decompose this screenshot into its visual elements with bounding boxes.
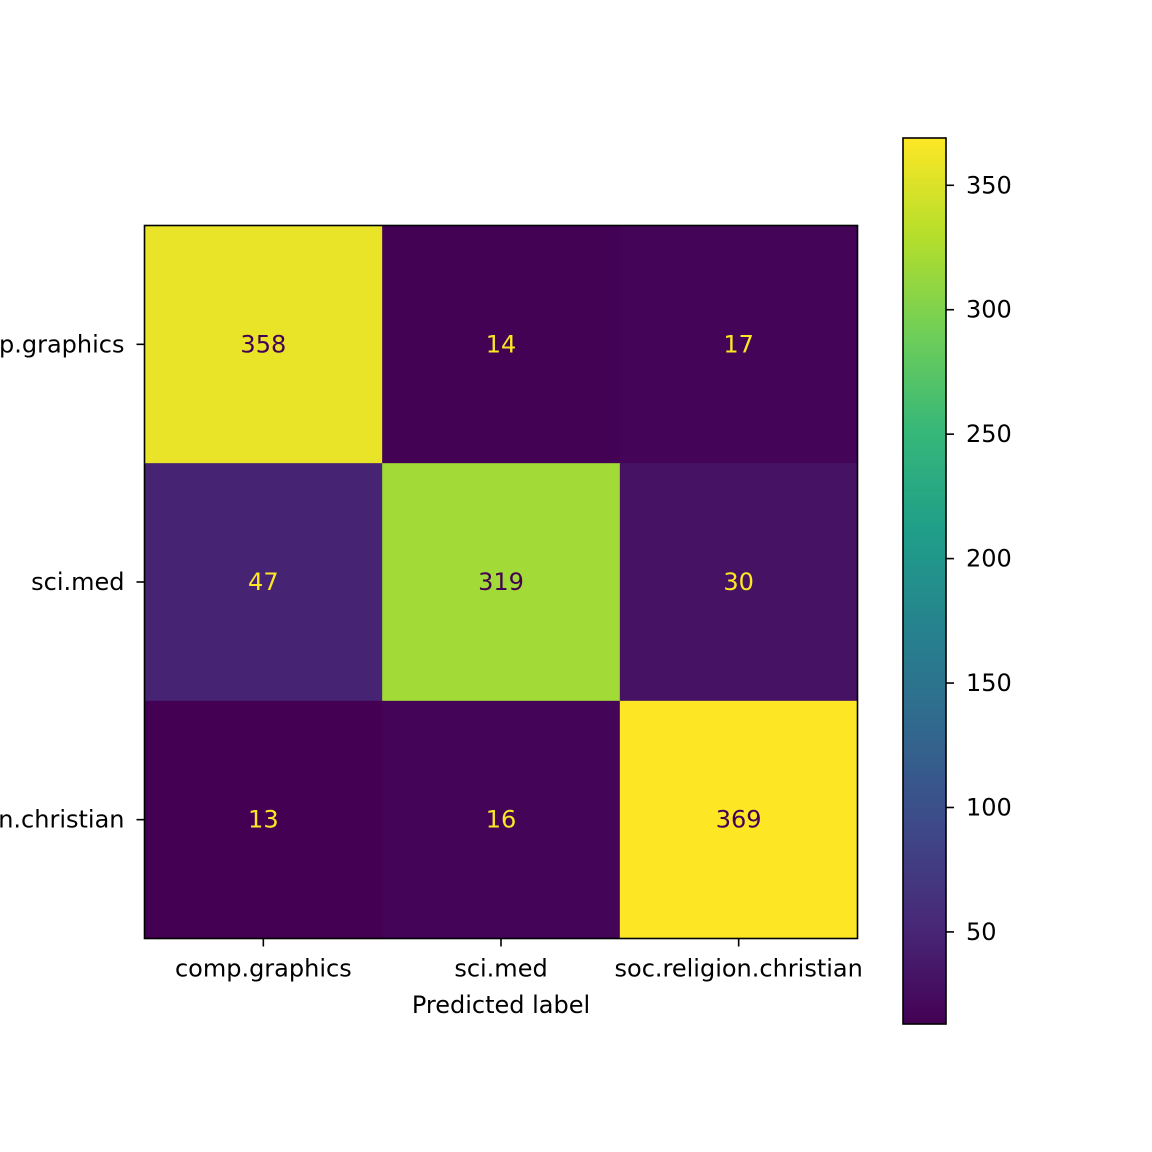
heatmap-cell (144, 700, 383, 939)
cell-value-label: 30 (723, 568, 754, 596)
cell-value-labels: 358 14 17 47 319 30 13 16 369 (240, 330, 761, 833)
heatmap-cell (382, 463, 621, 702)
x-tick-label: sci.med (454, 955, 547, 983)
colorbar-tick-label: 250 (966, 420, 1012, 448)
heatmap-cell (144, 463, 383, 702)
colorbar-tick-label: 50 (966, 918, 997, 946)
colorbar-tick-label: 300 (966, 296, 1012, 324)
x-tick-label: soc.religion.christian (615, 955, 863, 983)
heatmap-cell (619, 700, 858, 939)
cell-value-label: 369 (716, 806, 762, 834)
cell-value-label: 47 (248, 568, 279, 596)
y-tick-label: soc.religion.christian (0, 806, 125, 834)
cell-value-label: 16 (486, 806, 517, 834)
cell-value-label: 358 (240, 330, 286, 358)
colorbar-ticks: 50 100 150 200 250 300 350 (946, 171, 1012, 946)
cell-value-label: 319 (478, 568, 524, 596)
heatmap-cell (619, 463, 858, 702)
cell-value-label: 17 (723, 330, 754, 358)
x-axis-title: Predicted label (412, 991, 590, 1019)
y-tick-label: sci.med (31, 568, 124, 596)
cell-value-label: 14 (486, 330, 517, 358)
colorbar-tick-label: 200 (966, 545, 1012, 573)
colorbar-tick-label: 100 (966, 793, 1012, 821)
heatmap-cell (382, 700, 621, 939)
x-tick-label: comp.graphics (175, 955, 352, 983)
y-tick-label: comp.graphics (0, 330, 125, 358)
heatmap-cells (144, 225, 858, 939)
x-axis-ticks: comp.graphics sci.med soc.religion.christi… (175, 938, 863, 983)
heatmap-cell (619, 225, 858, 464)
colorbar (902, 137, 947, 1025)
cell-value-label: 13 (248, 806, 279, 834)
colorbar-tick-label: 150 (966, 669, 1012, 697)
heatmap-cell (382, 225, 621, 464)
colorbar-tick-label: 350 (966, 171, 1012, 199)
heatmap-cell (144, 225, 383, 464)
y-axis-ticks: comp.graphics sci.med soc.religion.christi… (0, 330, 145, 834)
